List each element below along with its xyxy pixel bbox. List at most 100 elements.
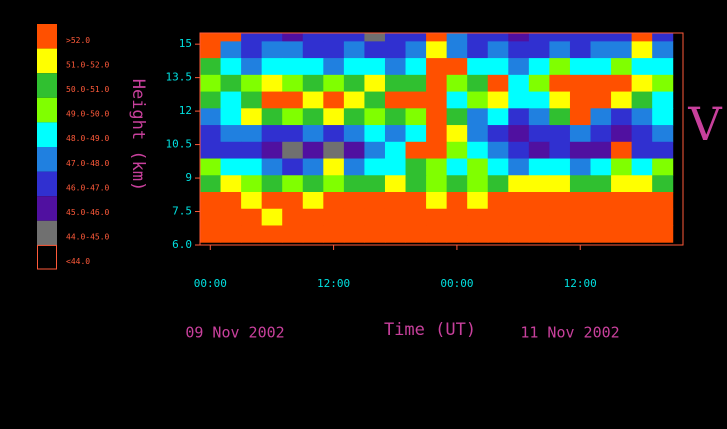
contour-cell xyxy=(569,192,592,210)
contour-cell xyxy=(282,141,304,160)
legend-swatch xyxy=(37,48,57,74)
contour-cell xyxy=(364,108,386,126)
contour-cell xyxy=(569,141,592,160)
legend-swatch xyxy=(37,24,57,49)
contour-cell xyxy=(323,141,345,160)
legend-label: 47.0-48.0 xyxy=(66,159,110,168)
legend-swatch xyxy=(37,97,57,123)
contour-cell xyxy=(508,158,530,176)
contour-cell xyxy=(528,125,550,143)
contour-cell xyxy=(323,158,345,176)
contour-cell xyxy=(261,108,283,126)
contour-cell xyxy=(200,158,222,176)
contour-cell xyxy=(631,41,653,59)
contour-cell xyxy=(302,108,324,126)
contour-cell xyxy=(652,33,674,42)
contour-cell xyxy=(364,125,386,143)
contour-cell xyxy=(508,33,530,42)
contour-cell xyxy=(302,225,324,243)
contour-cell xyxy=(426,91,448,109)
contour-cell xyxy=(467,91,489,109)
contour-cell xyxy=(611,41,633,59)
contour-cell xyxy=(261,74,283,93)
contour-cell xyxy=(508,141,530,160)
contour-cell xyxy=(220,33,242,42)
contour-cell xyxy=(426,125,448,143)
contour-cell xyxy=(487,192,509,210)
contour-cell xyxy=(549,208,571,226)
contour-cell xyxy=(652,225,674,243)
contour-cell xyxy=(590,208,612,226)
contour-cell xyxy=(241,192,263,210)
contour-cell xyxy=(446,125,468,143)
contour-cell xyxy=(323,58,345,76)
contour-cell xyxy=(528,158,550,176)
contour-cell xyxy=(590,125,612,143)
contour-cell xyxy=(364,33,386,42)
contour-cell xyxy=(549,108,571,126)
contour-cell xyxy=(241,158,263,176)
contour-cell xyxy=(508,225,530,243)
y-axis-label: Height (km) xyxy=(128,79,148,192)
contour-cell xyxy=(426,33,448,42)
contour-cell xyxy=(261,33,283,42)
y-tick-label: 10.5 xyxy=(166,138,193,151)
contour-cell xyxy=(220,225,242,243)
contour-cell xyxy=(405,74,427,93)
legend-label: 51.0-52.0 xyxy=(66,60,110,69)
contour-cell xyxy=(343,108,365,126)
contour-cell xyxy=(569,175,592,193)
legend-swatch xyxy=(37,196,57,221)
contour-cell xyxy=(631,225,653,243)
contour-cell xyxy=(261,125,283,143)
contour-cell xyxy=(323,74,345,93)
contour-cell xyxy=(569,125,592,143)
contour-cell xyxy=(426,208,448,226)
contour-cell xyxy=(528,74,550,93)
contour-cell xyxy=(631,208,653,226)
contour-cell xyxy=(405,41,427,59)
contour-cell xyxy=(302,125,324,143)
contour-cell xyxy=(405,208,427,226)
contour-cell xyxy=(343,91,365,109)
contour-cell xyxy=(241,175,263,193)
contour-cell xyxy=(426,108,448,126)
legend-label: <44.0 xyxy=(66,257,90,266)
contour-cell xyxy=(241,141,263,160)
contour-cell xyxy=(569,91,592,109)
contour-cell xyxy=(446,225,468,243)
contour-cell xyxy=(343,74,365,93)
contour-cell xyxy=(343,158,365,176)
contour-cell xyxy=(549,125,571,143)
contour-cell xyxy=(323,225,345,243)
legend-label: >52.0 xyxy=(66,36,90,45)
contour-cell xyxy=(652,158,674,176)
contour-cell xyxy=(220,58,242,76)
contour-cell xyxy=(528,141,550,160)
contour-cell xyxy=(302,41,324,59)
contour-cell xyxy=(323,41,345,59)
contour-cell xyxy=(426,58,448,76)
contour-cell xyxy=(446,158,468,176)
contour-cell xyxy=(611,158,633,176)
contour-cell xyxy=(323,208,345,226)
y-tick-label: 6.0 xyxy=(172,238,192,251)
contour-cell xyxy=(590,175,612,193)
contour-cell xyxy=(282,192,304,210)
contour-cell xyxy=(487,125,509,143)
contour-cell xyxy=(508,74,530,93)
contour-cell xyxy=(467,74,489,93)
contour-cell xyxy=(384,175,407,193)
contour-cell xyxy=(302,192,324,210)
contour-cell xyxy=(364,58,386,76)
contour-cell xyxy=(611,33,633,42)
contour-cell xyxy=(652,192,674,210)
contour-cell xyxy=(343,192,365,210)
contour-cell xyxy=(302,208,324,226)
contour-cell xyxy=(590,108,612,126)
contour-cell xyxy=(364,41,386,59)
contour-cell xyxy=(282,33,304,42)
contour-cell xyxy=(446,33,468,42)
x-tick-label: 12:00 xyxy=(317,277,350,290)
